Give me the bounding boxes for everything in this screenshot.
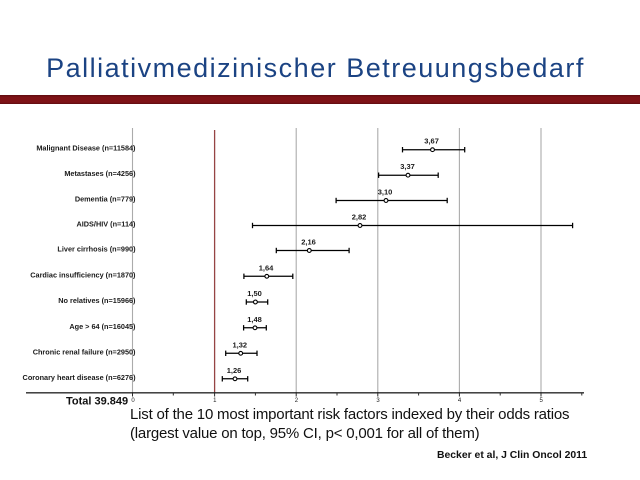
svg-text:2: 2 (295, 398, 299, 404)
svg-text:1,32: 1,32 (232, 340, 247, 349)
svg-text:1,48: 1,48 (247, 315, 262, 324)
svg-text:3: 3 (376, 398, 380, 404)
svg-text:1,26: 1,26 (227, 366, 242, 375)
svg-text:Liver cirrhosis (n=990): Liver cirrhosis (n=990) (57, 245, 136, 254)
svg-text:3,67: 3,67 (424, 137, 439, 146)
svg-text:Age > 64 (n=16045): Age > 64 (n=16045) (69, 322, 136, 331)
svg-text:Coronary heart disease (n=6276: Coronary heart disease (n=6276) (23, 373, 137, 382)
svg-text:AIDS/HIV (n=114): AIDS/HIV (n=114) (76, 220, 136, 229)
svg-text:No relatives (n=15966): No relatives (n=15966) (58, 296, 136, 305)
svg-text:1,50: 1,50 (247, 289, 262, 298)
svg-text:Chronic renal failure (n=2950): Chronic renal failure (n=2950) (33, 347, 136, 356)
svg-text:Dementia (n=779): Dementia (n=779) (75, 195, 136, 204)
svg-text:1: 1 (213, 398, 217, 404)
svg-text:Metastases (n=4256): Metastases (n=4256) (64, 169, 136, 178)
svg-text:3,10: 3,10 (378, 188, 393, 197)
svg-text:1,64: 1,64 (259, 263, 274, 272)
svg-text:2,16: 2,16 (301, 238, 316, 247)
svg-text:Total 39.849: Total 39.849 (66, 396, 128, 408)
svg-text:2,82: 2,82 (352, 213, 367, 222)
svg-text:5: 5 (540, 398, 544, 404)
svg-text:Malignant Disease (n=11584): Malignant Disease (n=11584) (36, 144, 136, 153)
svg-text:Cardiac insufficiency (n=1870): Cardiac insufficiency (n=1870) (30, 270, 136, 279)
svg-text:4: 4 (458, 398, 462, 404)
svg-text:0: 0 (131, 398, 135, 404)
svg-text:3,37: 3,37 (400, 162, 415, 171)
